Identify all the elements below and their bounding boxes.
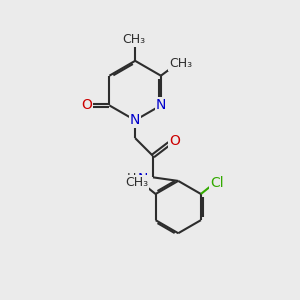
Text: N: N — [137, 172, 148, 186]
Text: O: O — [81, 98, 92, 112]
Text: N: N — [156, 98, 166, 112]
Text: CH₃: CH₃ — [125, 176, 148, 189]
Text: Cl: Cl — [210, 176, 224, 190]
Text: H: H — [127, 172, 136, 185]
Text: CH₃: CH₃ — [169, 57, 192, 70]
Text: CH₃: CH₃ — [122, 33, 145, 46]
Text: N: N — [130, 113, 140, 127]
Text: O: O — [169, 134, 180, 148]
